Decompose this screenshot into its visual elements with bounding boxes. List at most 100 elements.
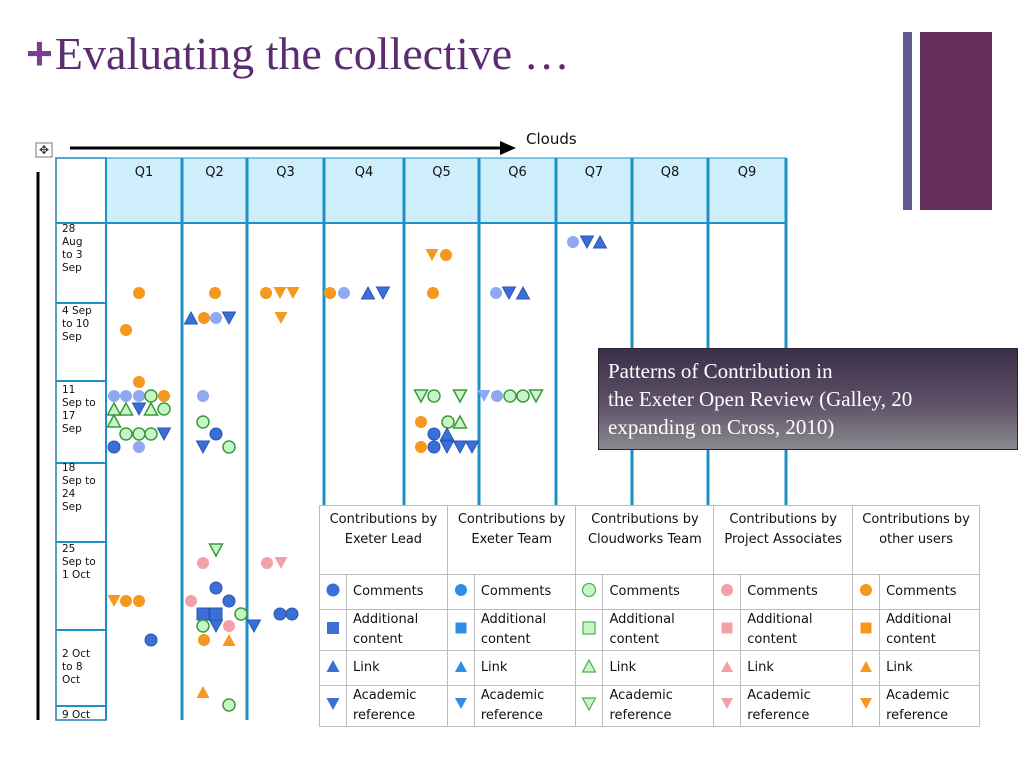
- academic-reference-marker: [107, 595, 121, 607]
- column-header: Q5: [432, 165, 451, 180]
- comment-marker: [120, 324, 132, 336]
- legend-label: Academic reference: [879, 685, 980, 727]
- academic-reference-marker-icon: [713, 685, 742, 727]
- caption-line: Patterns of Contribution in: [608, 359, 833, 383]
- comment-marker: [324, 287, 336, 299]
- comment-marker: [196, 415, 210, 429]
- link-marker: [196, 686, 210, 698]
- link-marker-icon: [575, 650, 604, 686]
- comment-marker: [133, 390, 145, 402]
- slide-title-text: Evaluating the collective …: [54, 28, 570, 79]
- row-label: 25 Sep to 1 Oct: [62, 543, 96, 581]
- legend-label: Academic reference: [740, 685, 854, 727]
- comment-marker: [144, 427, 158, 441]
- row-label: 2 Oct to 8 Oct: [62, 648, 90, 686]
- comment-marker: [427, 389, 441, 403]
- legend-label: Academic reference: [346, 685, 448, 727]
- comment-marker: [120, 390, 132, 402]
- plus-icon: +: [26, 27, 53, 79]
- link-marker: [106, 413, 122, 428]
- legend-table: Contributions by Exeter Lead Contributio…: [319, 505, 980, 727]
- comment-marker: [198, 312, 210, 324]
- comment-marker: [260, 287, 272, 299]
- comment-marker: [234, 607, 248, 621]
- link-marker: [439, 426, 455, 441]
- link-marker: [106, 401, 122, 416]
- legend-label: Link: [346, 650, 448, 686]
- comment-marker: [491, 390, 503, 402]
- comment-marker: [427, 427, 441, 441]
- academic-reference-marker: [221, 311, 237, 326]
- comment-marker: [133, 595, 145, 607]
- row-label-column: [55, 157, 107, 721]
- column-header: Q9: [738, 165, 757, 180]
- caption-box: Patterns of Contribution in the Exeter O…: [598, 348, 1018, 450]
- academic-reference-marker: [273, 287, 287, 299]
- comment-marker: [222, 440, 236, 454]
- axis-label: Clouds: [526, 130, 577, 148]
- column-header: Q3: [276, 165, 295, 180]
- comment-marker-icon: [575, 574, 604, 610]
- column-header: Q2: [205, 165, 224, 180]
- academic-reference-marker: [452, 440, 468, 455]
- additional-content-marker-icon: [446, 609, 475, 651]
- comment-marker: [144, 633, 158, 647]
- comment-marker: [503, 389, 517, 403]
- link-marker: [222, 634, 236, 646]
- comment-marker: [198, 634, 210, 646]
- comment-marker: [567, 236, 579, 248]
- row-label: 11 Sep to 17 Sep: [62, 384, 96, 435]
- comment-marker: [197, 557, 209, 569]
- comment-marker: [223, 620, 235, 632]
- legend-label: Comments: [602, 574, 715, 610]
- link-marker-icon: [713, 650, 742, 686]
- academic-reference-marker: [274, 557, 288, 569]
- decorative-bar-wide: [920, 32, 992, 210]
- grid-header-band: [56, 158, 786, 223]
- link-marker: [143, 401, 159, 416]
- legend-label: Comments: [346, 574, 448, 610]
- comment-marker: [338, 287, 350, 299]
- comment-marker-icon: [319, 574, 347, 610]
- comment-marker: [209, 427, 223, 441]
- move-handle-icon[interactable]: [35, 142, 53, 158]
- comment-marker: [427, 440, 441, 454]
- additional-content-marker-icon: [319, 609, 347, 651]
- comment-marker: [119, 427, 133, 441]
- decorative-bar-thin: [903, 32, 912, 210]
- link-marker: [452, 414, 468, 429]
- caption-line: the Exeter Open Review (Galley, 20: [608, 387, 913, 411]
- column-header: Q7: [585, 165, 604, 180]
- additional-content-marker: [209, 607, 223, 621]
- legend-header: Contributions by Exeter Lead: [319, 505, 448, 575]
- academic-reference-marker: [477, 390, 491, 402]
- comment-marker: [157, 402, 171, 416]
- caption-line: expanding on Cross, 2010): [608, 415, 835, 439]
- legend-label: Link: [473, 650, 577, 686]
- legend-header: Contributions by Cloudworks Team: [575, 505, 715, 575]
- legend-label: Additional content: [740, 609, 854, 651]
- legend-label: Additional content: [346, 609, 448, 651]
- svg-text:✥: ✥: [39, 143, 49, 157]
- academic-reference-marker: [274, 312, 288, 324]
- comment-marker-icon: [446, 574, 475, 610]
- row-label: 9 Oct: [62, 709, 90, 721]
- legend-label: Comments: [740, 574, 854, 610]
- academic-reference-marker: [413, 389, 429, 404]
- academic-reference-marker: [439, 440, 455, 455]
- comment-marker: [120, 595, 132, 607]
- slide-title: +Evaluating the collective …: [26, 26, 570, 80]
- legend-label: Academic reference: [602, 685, 715, 727]
- comment-marker: [158, 390, 170, 402]
- additional-content-marker-icon: [852, 609, 881, 651]
- academic-reference-marker: [528, 389, 544, 404]
- arrowhead-icon: [500, 141, 516, 155]
- academic-reference-marker: [425, 249, 439, 261]
- academic-reference-marker-icon: [575, 685, 604, 727]
- legend-label: Link: [740, 650, 854, 686]
- legend-label: Comments: [879, 574, 980, 610]
- academic-reference-marker: [501, 286, 517, 301]
- legend-label: Additional content: [879, 609, 980, 651]
- legend-header: Contributions by other users: [852, 505, 980, 575]
